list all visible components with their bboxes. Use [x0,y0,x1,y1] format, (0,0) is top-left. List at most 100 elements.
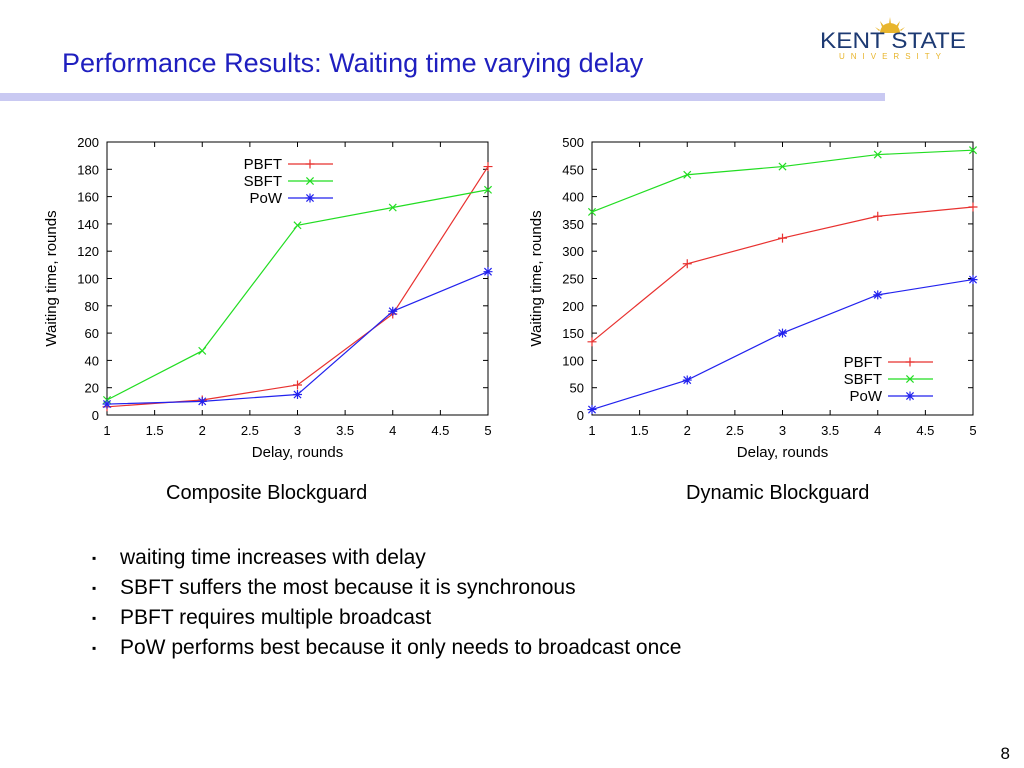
marker-plus [293,380,302,390]
y-tick-label: 180 [77,162,99,177]
marker-plus [682,259,692,269]
page-number: 8 [1000,744,1010,763]
marker-cross [873,150,882,159]
bullet-marker-icon: ▪ [92,581,97,596]
x-tick-label: 3 [779,423,786,438]
y-tick-label: 250 [562,272,584,287]
bullet-text: PoW performs best because it only needs … [120,636,682,659]
bullet-text: waiting time increases with delay [120,546,426,569]
marker-star [873,290,883,300]
legend-label: SBFT [244,173,282,190]
marker-cross [683,170,692,179]
x-tick-label: 4.5 [916,423,934,438]
y-tick-label: 50 [570,381,584,396]
x-tick-label: 1.5 [146,423,164,438]
x-tick-label: 2 [199,423,206,438]
y-tick-label: 120 [77,244,99,259]
marker-star [587,405,597,415]
y-tick-label: 40 [85,353,99,368]
marker-plus [968,202,978,212]
bullet-marker-icon: ▪ [92,641,97,656]
x-tick-label: 5 [484,423,491,438]
x-tick-label: 2.5 [726,423,744,438]
marker-star [905,391,915,401]
caption-dynamic: Dynamic Blockguard [686,482,870,504]
marker-plus [483,162,493,172]
y-tick-label: 60 [85,326,99,341]
y-axis-label: Waiting time, rounds [528,210,545,346]
x-tick-label: 3.5 [821,423,839,438]
y-tick-label: 160 [77,190,99,205]
marker-star [778,328,787,338]
legend-label: SBFT [844,371,882,388]
y-axis-label: Waiting time, rounds [43,210,60,346]
legend-label: PBFT [844,354,882,371]
marker-star [305,193,315,203]
legend-label: PBFT [244,156,282,173]
marker-plus [873,211,883,221]
x-tick-label: 4 [874,423,881,438]
marker-cross [483,185,493,194]
marker-cross [293,221,302,230]
slide-title: Performance Results: Waiting time varyin… [62,48,644,78]
y-tick-label: 100 [77,272,99,287]
y-tick-label: 100 [562,353,584,368]
marker-cross [388,203,397,212]
marker-plus [778,233,787,243]
marker-cross [305,176,315,186]
kent-state-logo: KENT STATE UNIVERSITY [820,17,966,61]
caption-composite: Composite Blockguard [166,482,368,504]
title-underline [0,93,885,101]
series-line-sbft [591,149,974,213]
x-tick-label: 1 [588,423,595,438]
y-tick-label: 150 [562,326,584,341]
y-tick-label: 350 [562,217,584,232]
sun-icon [875,17,905,33]
y-tick-label: 0 [92,408,99,423]
svg-text:KENT STATE: KENT STATE [820,28,966,53]
marker-star [293,390,302,400]
marker-star [197,396,207,406]
marker-cross [198,346,207,355]
chart-dynamic-blockguard: 1 1.5 2 2.5 3 3.5 4 4.5 505010015020025030035040… [528,135,978,461]
x-tick-label: 2 [684,423,691,438]
marker-star [102,399,112,409]
y-tick-label: 300 [562,244,584,259]
legend-label: PoW [849,388,882,405]
bullet-marker-icon: ▪ [92,611,97,626]
x-axis-label: Delay, rounds [737,444,828,461]
marker-plus [305,159,315,169]
y-tick-label: 500 [562,135,584,150]
y-tick-label: 450 [562,162,584,177]
bullet-item: ▪ PBFT requires multiple broadcast [92,603,681,633]
marker-star [682,375,692,385]
series-line-pow [591,278,974,411]
bullet-list: ▪ waiting time increases with delay ▪ SBFT… [92,543,681,663]
y-tick-label: 200 [562,299,584,314]
x-tick-label: 2.5 [241,423,259,438]
y-tick-label: 400 [562,190,584,205]
legend-label: PoW [249,190,282,207]
marker-plus [587,337,597,347]
x-tick-label: 4 [389,423,396,438]
y-tick-label: 20 [85,381,99,396]
bullet-text: PBFT requires multiple broadcast [120,606,432,629]
chart-composite-blockguard: 1 1.5 2 2.5 3 3.5 4 4.5 5 0 20 40 60 80 100 120 140 160 18… [43,135,493,461]
marker-cross [905,374,915,384]
x-tick-label: 1 [103,423,110,438]
marker-cross [968,146,978,155]
plot-frame [106,141,489,416]
x-tick-label: 3 [294,423,301,438]
bullet-text: SBFT suffers the most because it is sync… [120,576,576,599]
y-tick-label: 140 [77,217,99,232]
svg-text:UNIVERSITY: UNIVERSITY [839,52,947,61]
x-axis-label: Delay, rounds [252,444,343,461]
marker-plus [905,357,915,367]
x-tick-label: 3.5 [336,423,354,438]
x-tick-label: 5 [969,423,976,438]
x-tick-label: 1.5 [631,423,649,438]
marker-star [968,275,978,285]
y-tick-label: 0 [577,408,584,423]
bullet-item: ▪ waiting time increases with delay [92,543,681,573]
